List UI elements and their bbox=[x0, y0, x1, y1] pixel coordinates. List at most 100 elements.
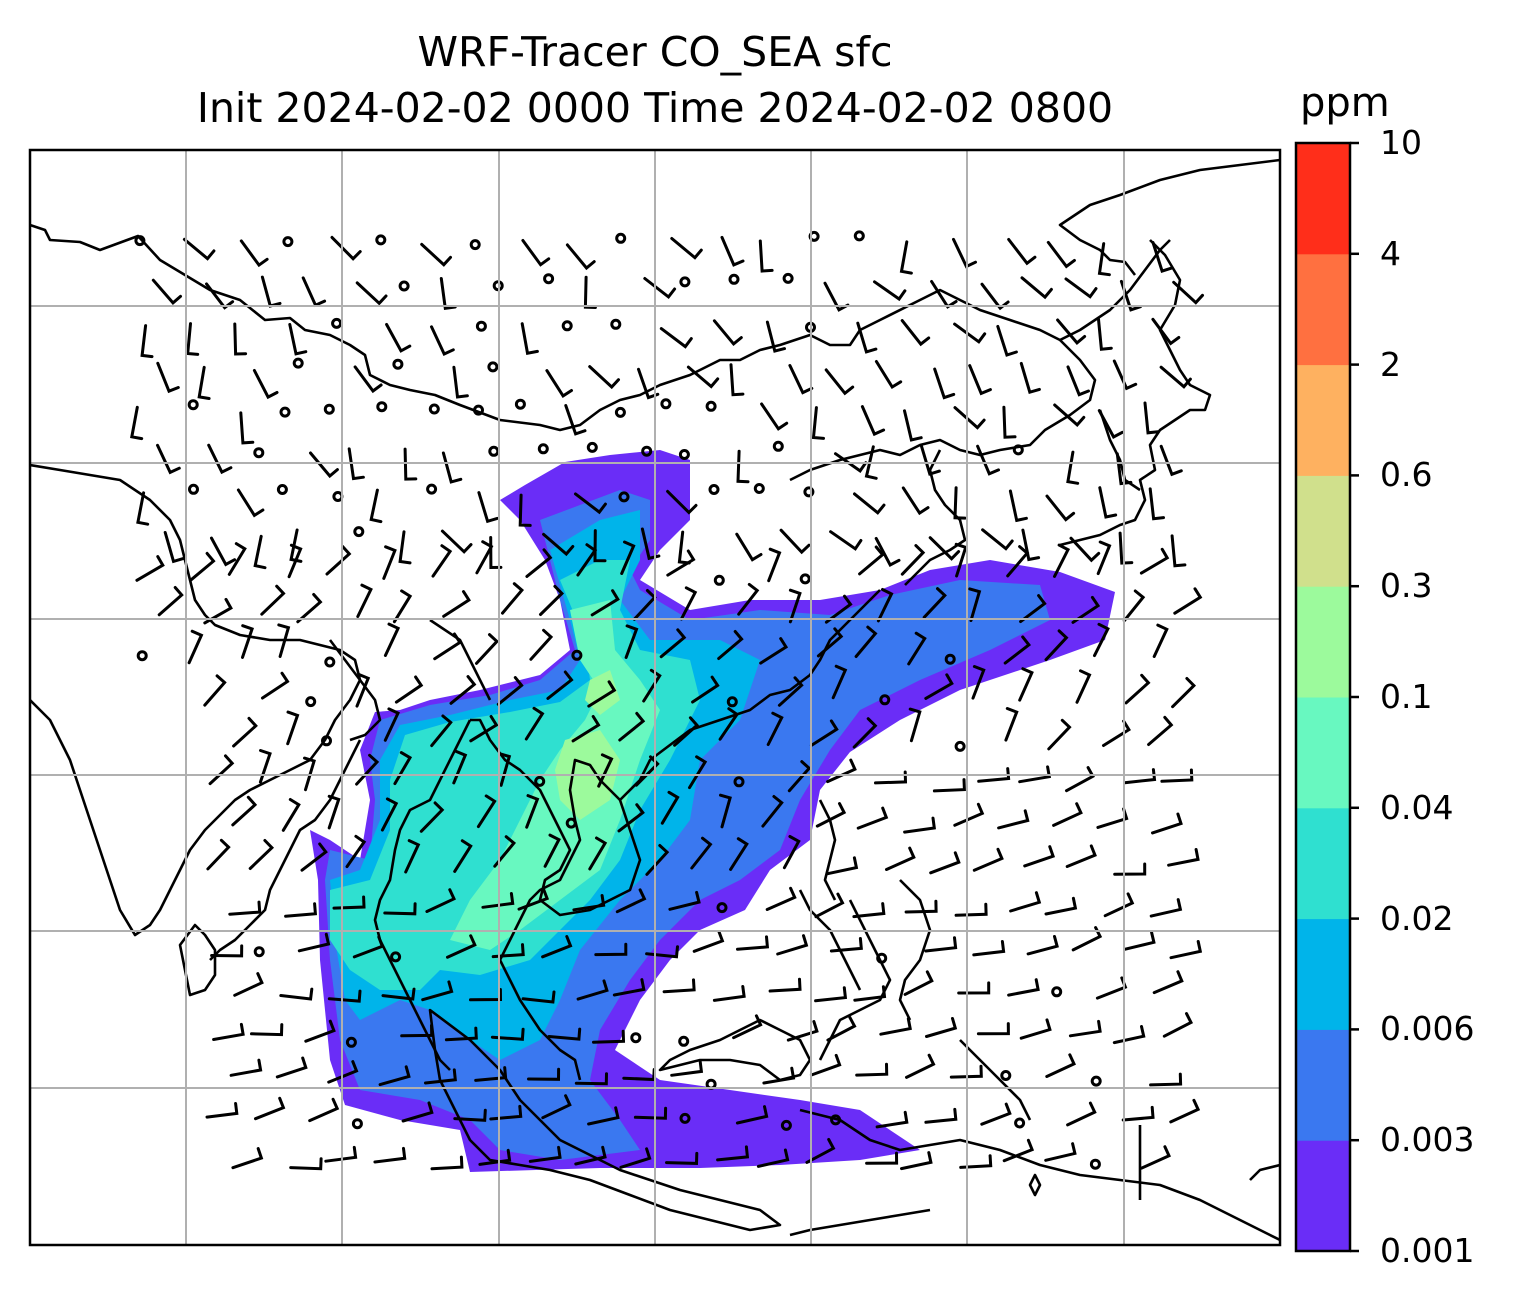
map-frame bbox=[28, 148, 1282, 1247]
wind-barb bbox=[1065, 844, 1097, 868]
calm-marker bbox=[705, 400, 717, 412]
wind-barb bbox=[976, 444, 1000, 476]
wind-barb bbox=[829, 937, 863, 953]
wind-barb bbox=[981, 528, 1014, 551]
wind-barb bbox=[590, 589, 620, 617]
wind-barb bbox=[382, 545, 397, 580]
wind-barb bbox=[593, 529, 607, 563]
wind-barb bbox=[620, 540, 636, 575]
calm-marker bbox=[660, 398, 672, 410]
wind-barb bbox=[972, 847, 1004, 872]
wind-barb bbox=[182, 237, 216, 261]
wind-barb bbox=[1103, 892, 1135, 918]
wind-barb bbox=[903, 816, 936, 834]
calm-marker bbox=[488, 445, 500, 457]
wind-barb bbox=[1172, 280, 1204, 305]
calm-marker bbox=[803, 486, 815, 498]
wind-barb bbox=[864, 445, 878, 480]
calm-marker bbox=[678, 1035, 690, 1047]
wind-barb bbox=[1096, 807, 1129, 829]
wind-barb bbox=[529, 628, 554, 661]
wind-barb bbox=[210, 944, 244, 958]
wind-barb bbox=[1026, 935, 1059, 956]
wind-barb bbox=[210, 536, 237, 567]
wind-barb bbox=[853, 492, 886, 515]
wind-barb bbox=[394, 675, 424, 704]
gridlines bbox=[30, 150, 1280, 1245]
wind-barb bbox=[786, 1020, 819, 1042]
wind-barb bbox=[1147, 715, 1174, 746]
wind-barb bbox=[1066, 450, 1080, 485]
wind-barb bbox=[576, 979, 609, 1001]
wind-barb bbox=[666, 549, 696, 577]
wind-barb bbox=[673, 716, 700, 747]
wind-barb bbox=[539, 584, 565, 616]
wind-barb bbox=[297, 932, 331, 953]
title-line-1: WRF-Tracer CO_SEA sfc bbox=[417, 28, 893, 76]
wind-barb bbox=[478, 1148, 512, 1166]
colorbar-tick-label: 0.006 bbox=[1380, 1009, 1475, 1049]
wind-barb bbox=[876, 588, 894, 623]
calm-marker bbox=[1090, 1075, 1102, 1087]
wind-barb bbox=[858, 545, 885, 576]
wind-barb bbox=[355, 673, 371, 708]
colorbar bbox=[1294, 141, 1359, 1253]
colorbar-segment bbox=[1296, 143, 1350, 255]
wind-barb bbox=[277, 623, 291, 658]
calm-marker bbox=[134, 235, 146, 247]
wind-barb bbox=[1112, 1025, 1146, 1045]
wind-barb bbox=[1019, 594, 1047, 624]
wind-barb bbox=[885, 846, 916, 871]
wind-barb bbox=[1065, 766, 1095, 793]
wind-barb bbox=[421, 980, 454, 1002]
wind-barb bbox=[954, 542, 968, 578]
colorbar-segment bbox=[1296, 697, 1350, 809]
wind-barb bbox=[1019, 361, 1041, 395]
wind-barb bbox=[1169, 1098, 1201, 1124]
wind-barb bbox=[1149, 1072, 1183, 1087]
calm-marker bbox=[713, 574, 725, 586]
wind-barb bbox=[400, 1023, 434, 1038]
wind-barb bbox=[853, 985, 887, 1002]
wind-barb bbox=[252, 369, 279, 400]
wind-barb bbox=[541, 1094, 572, 1120]
wind-barb bbox=[1069, 536, 1101, 563]
wind-barb bbox=[542, 532, 575, 557]
wind-barb bbox=[919, 443, 941, 476]
wind-barb bbox=[1113, 862, 1147, 876]
wind-barb bbox=[327, 989, 362, 1003]
wind-barb bbox=[347, 447, 365, 481]
wind-barb bbox=[453, 1108, 487, 1122]
wind-barb bbox=[690, 836, 713, 870]
wind-barb bbox=[1149, 898, 1183, 918]
wind-barb bbox=[286, 710, 300, 746]
calm-marker bbox=[292, 357, 304, 369]
calm-marker bbox=[375, 234, 387, 246]
calm-marker bbox=[630, 1032, 642, 1044]
wind-barb bbox=[398, 530, 412, 565]
wind-barb bbox=[953, 802, 985, 827]
calm-marker bbox=[618, 491, 630, 503]
calm-marker bbox=[534, 775, 546, 787]
wind-barb bbox=[779, 528, 811, 555]
wind-barb bbox=[874, 770, 908, 785]
wind-barb bbox=[496, 676, 524, 706]
wind-barb bbox=[588, 365, 620, 390]
calm-marker bbox=[1000, 1070, 1012, 1081]
wind-barb bbox=[565, 243, 596, 271]
wind-barb bbox=[1045, 1053, 1076, 1078]
wind-barb bbox=[469, 715, 499, 743]
wind-barb bbox=[875, 1110, 909, 1129]
wind-barb bbox=[874, 536, 901, 568]
wind-barb bbox=[287, 543, 303, 579]
wind-barb bbox=[1095, 976, 1128, 1000]
wind-barb bbox=[401, 1101, 434, 1123]
wind-barb bbox=[900, 319, 931, 347]
wind-barb bbox=[469, 988, 503, 1002]
wind-barb bbox=[666, 489, 698, 515]
wind-barb bbox=[824, 368, 855, 396]
calm-marker bbox=[853, 230, 865, 242]
calm-marker bbox=[728, 273, 740, 285]
wind-barb bbox=[489, 1104, 523, 1121]
